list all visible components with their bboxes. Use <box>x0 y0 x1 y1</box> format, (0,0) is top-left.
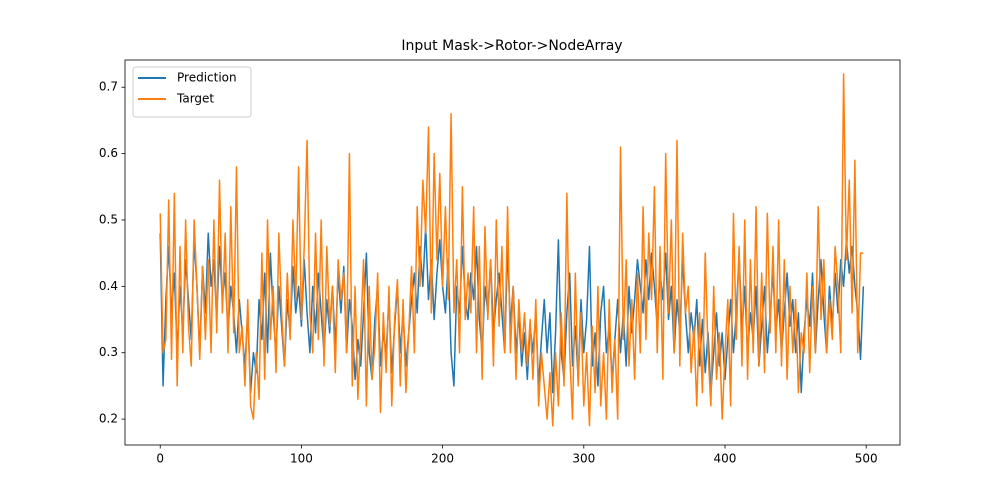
plot-area <box>159 73 865 427</box>
y-tick-label: 0.5 <box>99 212 118 226</box>
legend-box <box>132 66 252 118</box>
x-tick-label: 0 <box>156 452 164 466</box>
x-tick-label: 100 <box>290 452 313 466</box>
y-tick-label: 0.6 <box>99 146 118 160</box>
legend-label: Target <box>176 92 214 106</box>
y-tick-label: 0.4 <box>99 279 118 293</box>
y-tick-label: 0.7 <box>99 80 118 94</box>
x-tick-label: 400 <box>714 452 737 466</box>
chart-title: Input Mask->Rotor->NodeArray <box>401 38 622 54</box>
x-tick-label: 300 <box>572 452 595 466</box>
x-tick-label: 500 <box>855 452 878 466</box>
legend: Prediction Target <box>132 66 252 118</box>
y-tick-label: 0.3 <box>99 345 118 359</box>
axes-frame <box>124 59 901 446</box>
series-line <box>159 73 864 427</box>
y-tick-label: 0.2 <box>99 412 118 426</box>
x-tick-label: 200 <box>431 452 454 466</box>
legend-label: Prediction <box>177 71 237 85</box>
